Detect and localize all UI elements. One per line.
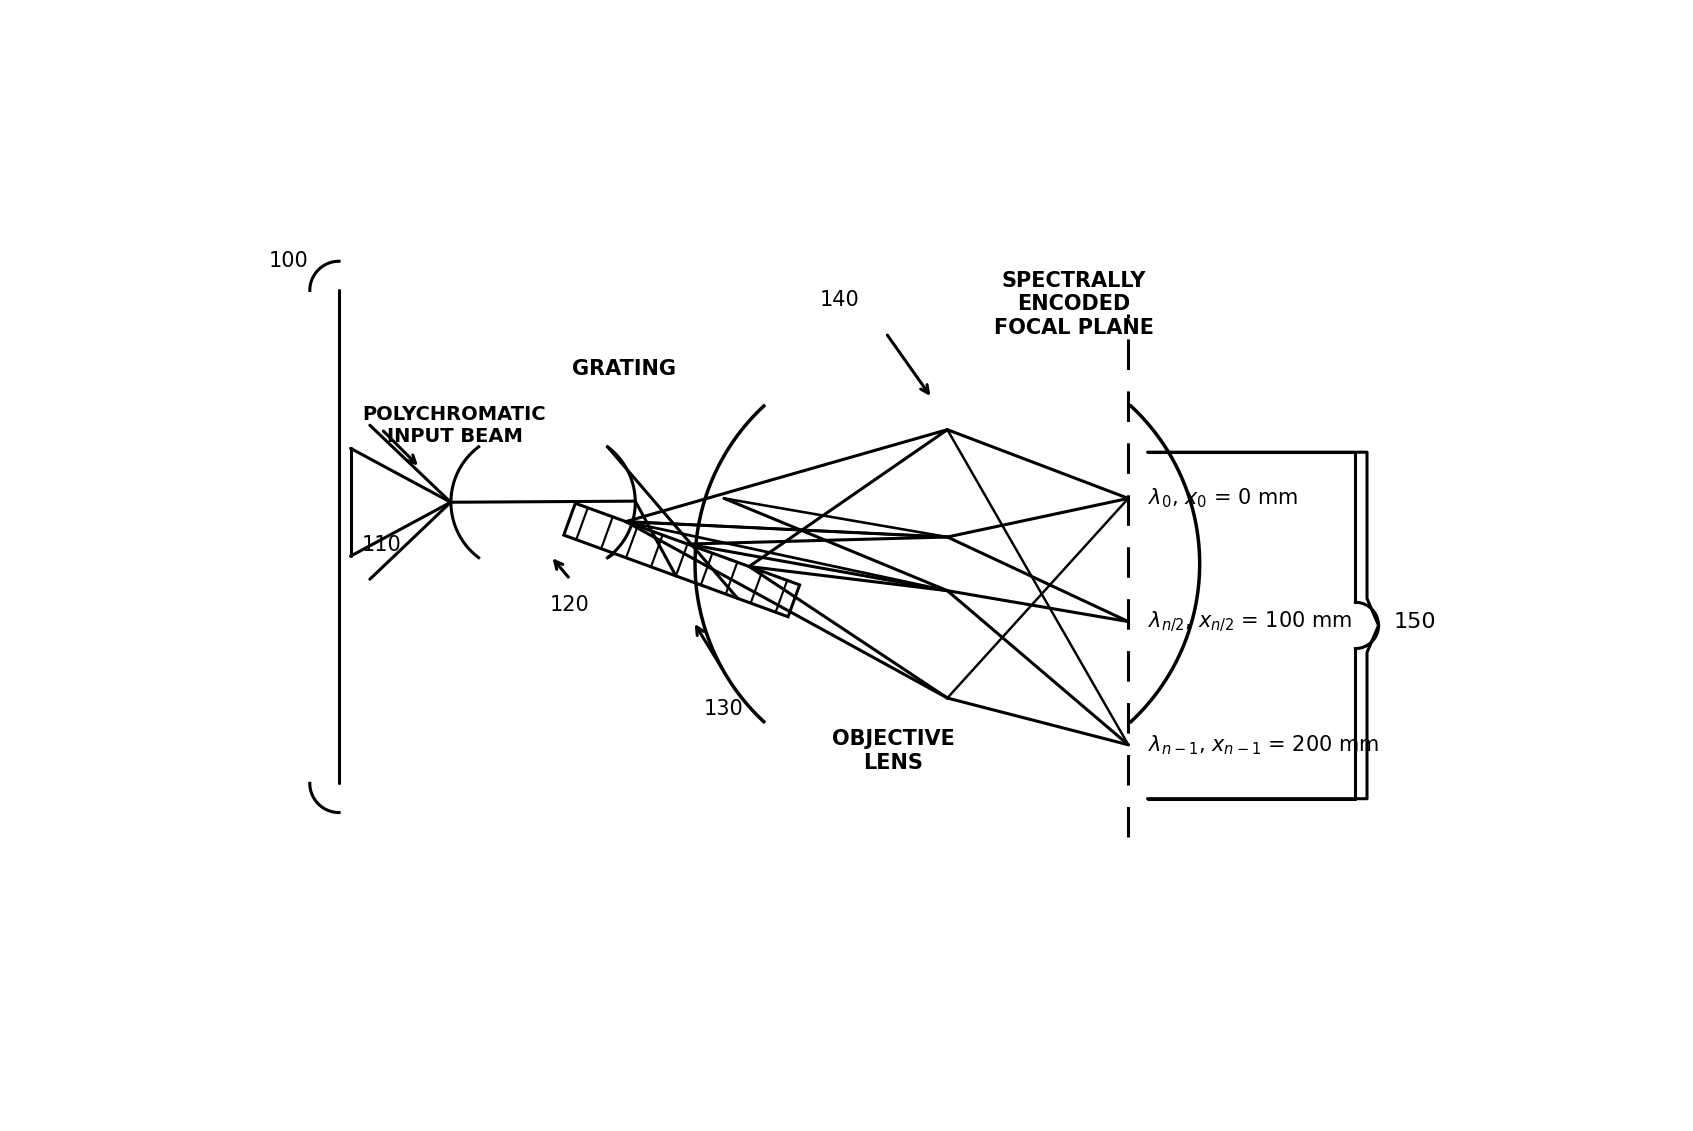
Text: 100: 100 (269, 251, 308, 271)
Text: 130: 130 (704, 699, 743, 718)
Polygon shape (564, 503, 799, 616)
Text: 140: 140 (819, 290, 860, 310)
Text: 150: 150 (1393, 612, 1437, 631)
Text: 110: 110 (362, 535, 401, 554)
Text: $\lambda_{n/2}$, $x_{n/2}$ = 100 mm: $\lambda_{n/2}$, $x_{n/2}$ = 100 mm (1148, 610, 1351, 633)
Text: $\lambda_{n-1}$, $x_{n-1}$ = 200 mm: $\lambda_{n-1}$, $x_{n-1}$ = 200 mm (1148, 733, 1378, 757)
Text: $\lambda_0$, $x_0$ = 0 mm: $\lambda_0$, $x_0$ = 0 mm (1148, 486, 1299, 510)
Text: 120: 120 (550, 595, 589, 614)
Text: POLYCHROMATIC
INPUT BEAM: POLYCHROMATIC INPUT BEAM (362, 405, 547, 446)
Text: GRATING: GRATING (572, 359, 676, 379)
Text: SPECTRALLY
ENCODED
FOCAL PLANE: SPECTRALLY ENCODED FOCAL PLANE (994, 271, 1153, 338)
Text: OBJECTIVE
LENS: OBJECTIVE LENS (831, 729, 955, 772)
